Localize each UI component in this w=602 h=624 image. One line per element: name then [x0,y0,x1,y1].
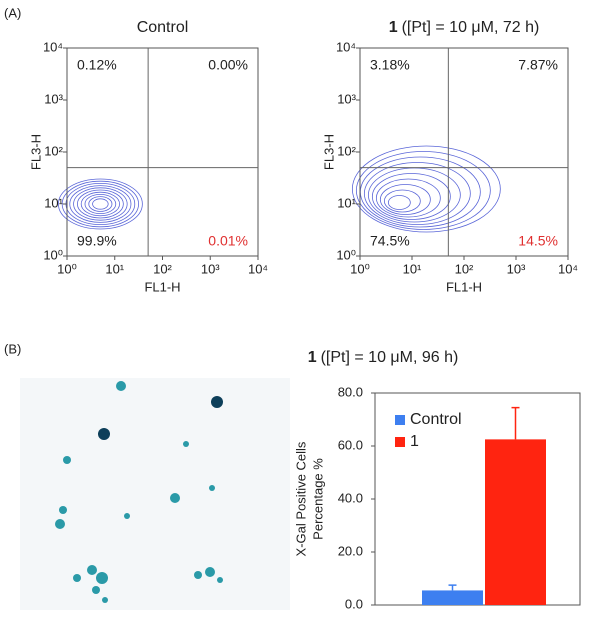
quadrant-label: 3.18% [370,57,410,73]
y-axis-label: FL3-H [28,134,43,170]
contour [88,196,113,212]
quadrant-label: 7.87% [518,57,558,73]
bar [485,439,546,605]
title-number: 1 [389,19,398,36]
chart-title: 1 ([Pt] = 10 μM, 96 h) [308,349,459,366]
x-tick-label: 10³ [507,261,526,276]
contour [375,178,441,218]
quadrant-label: 99.9% [77,233,117,249]
quadrant-label: 0.00% [208,57,248,73]
contour [351,145,501,233]
contour [383,189,421,213]
contour [355,151,491,230]
y-tick-label: 0.0 [345,596,363,611]
panel-label: (B) [4,341,21,356]
plot-frame [374,392,581,606]
x-tick-label: 10¹ [403,261,422,276]
y-tick-label: 40.0 [338,490,363,505]
y-tick-label: 10² [44,143,63,158]
x-tick-label: 10¹ [105,261,124,276]
contour [61,180,139,228]
x-axis-label: FL1-H [144,279,180,294]
contour [363,162,471,225]
quadrant-label: 0.01% [208,233,248,249]
quadrant-label: 74.5% [370,233,410,249]
quadrant-label: 14.5% [518,233,558,249]
error-bar [448,584,457,591]
quadrant-label: 0.12% [77,57,117,73]
x-tick-label: 10⁰ [350,261,370,276]
chart-title: Control [137,19,189,36]
y-tick-label: 80.0 [338,384,363,399]
y-axis-label: Percentage % [310,458,325,540]
y-axis-label: X-Gal Positive Cells [293,441,308,556]
chart-title: 1 ([Pt] = 10 μM, 72 h) [389,19,540,36]
contour [69,185,132,223]
x-tick-label: 10³ [201,261,220,276]
y-tick-label: 10¹ [44,195,63,210]
contour [371,173,451,220]
x-tick-label: 10² [455,261,474,276]
y-axis-label: FL3-H [321,134,336,170]
contour [76,189,124,219]
contour [84,193,117,214]
y-tick-label: 10² [337,143,356,158]
y-tick-label: 10⁰ [43,247,63,262]
y-tick-label: 10⁰ [336,247,356,262]
title-text: ([Pt] = 10 μM, 96 h) [321,349,459,366]
x-tick-label: 10⁴ [248,261,268,276]
y-tick-label: 10³ [44,91,63,106]
legend-swatch [395,437,405,447]
y-tick-label: 10¹ [337,195,356,210]
contour [80,191,120,217]
y-tick-label: 60.0 [338,437,363,452]
x-axis-label: FL1-H [446,279,482,294]
microscopy-image [20,378,290,610]
legend-label: Control [410,411,462,428]
panel-label: (A) [4,5,21,20]
y-tick-label: 10³ [337,91,356,106]
error-bar [511,406,520,440]
title-number: 1 [308,349,317,366]
contour [92,198,109,210]
title-text: ([Pt] = 10 μM, 72 h) [402,19,540,36]
x-tick-label: 10⁴ [558,261,578,276]
y-tick-label: 10⁴ [336,39,356,54]
contour [379,184,431,215]
contour [73,187,128,221]
y-tick-label: 10⁴ [43,39,63,54]
title-text: Control [137,19,189,36]
x-tick-label: 10² [153,261,172,276]
contour [387,195,411,210]
legend-label: 1 [410,433,419,450]
x-tick-label: 10⁰ [57,261,77,276]
bar [422,590,483,605]
y-tick-label: 20.0 [338,543,363,558]
contour [65,182,136,225]
contour [57,178,143,230]
legend-swatch [395,415,405,425]
